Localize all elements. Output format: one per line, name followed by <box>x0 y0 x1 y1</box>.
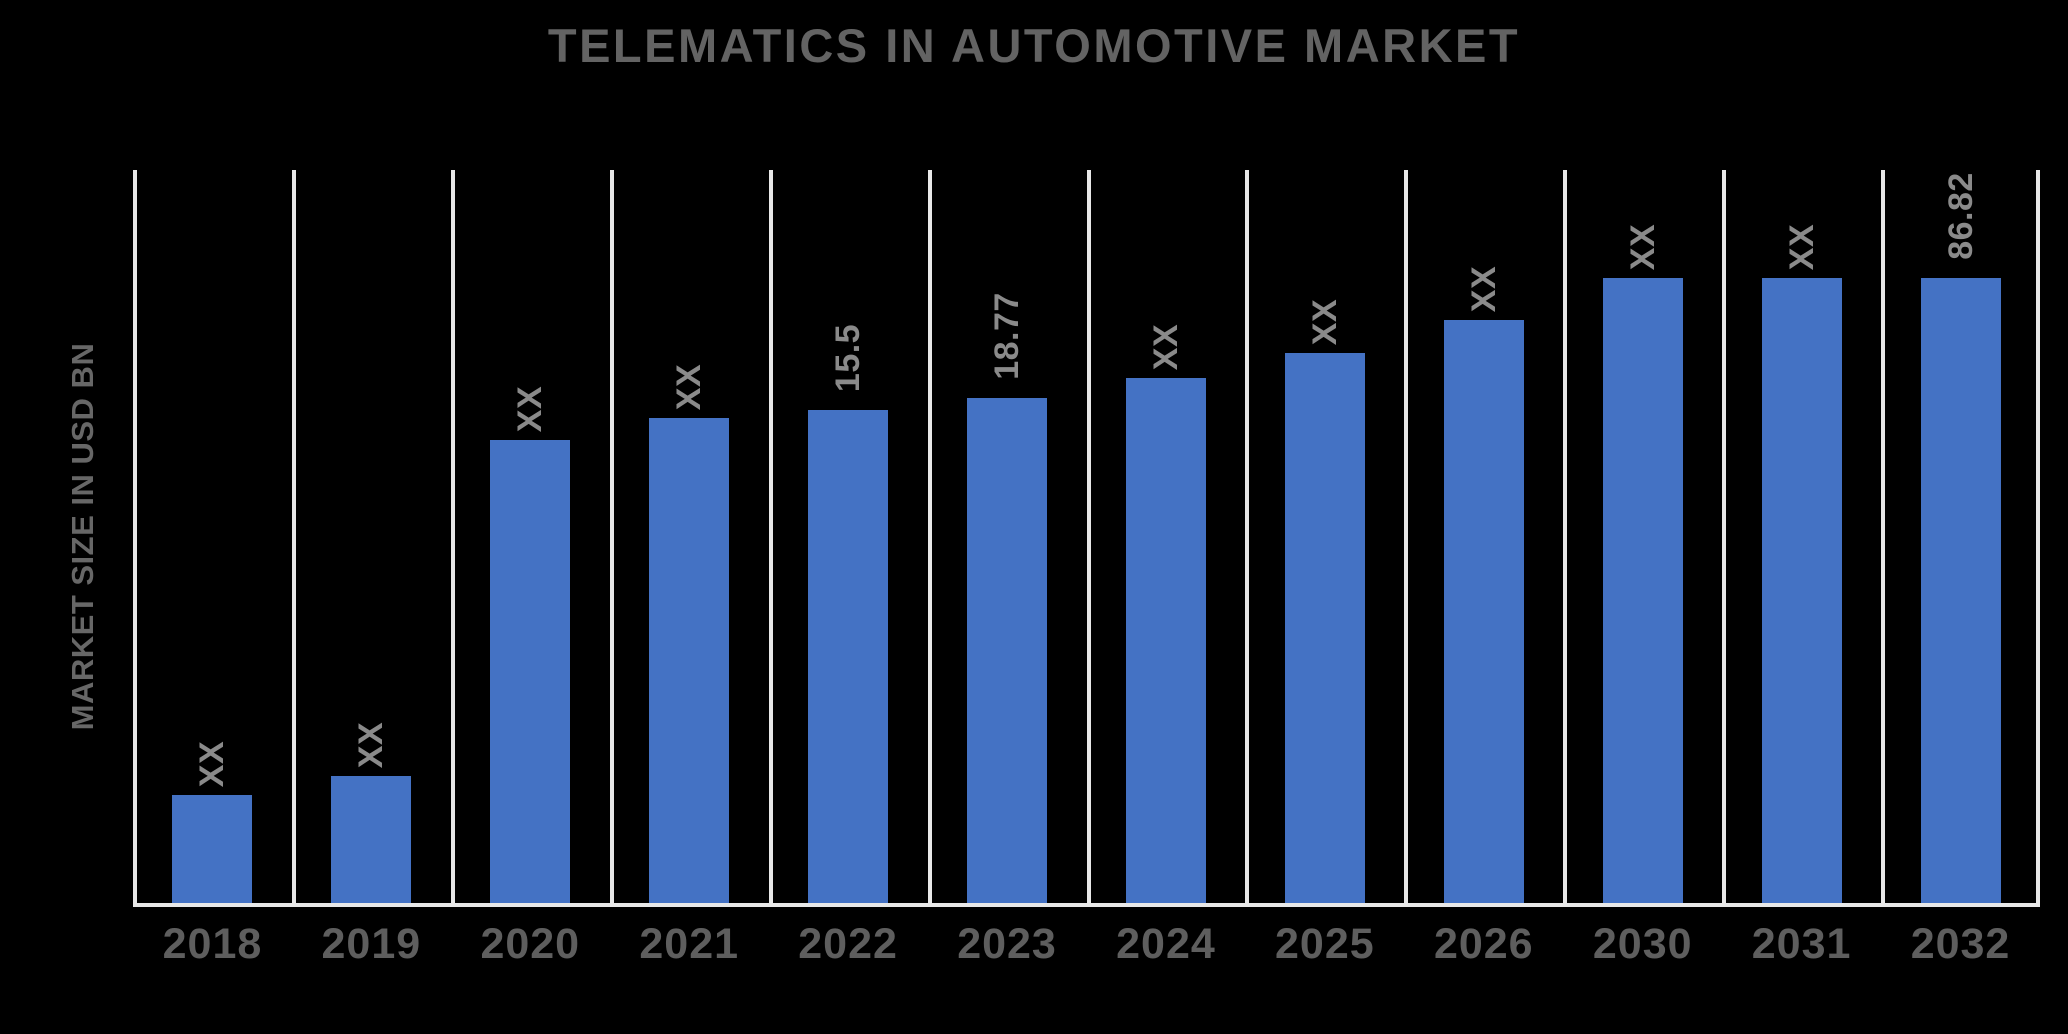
gridline <box>291 170 296 903</box>
gridline <box>1404 170 1409 903</box>
bar[interactable] <box>1920 278 2001 903</box>
x-axis-tick-2020: 2020 <box>480 920 581 968</box>
bar-group: XX <box>1087 170 1246 903</box>
gridline <box>2036 170 2040 903</box>
bar-group: XX <box>610 170 769 903</box>
bar-group: XX <box>1245 170 1404 903</box>
gridline <box>1722 170 1727 903</box>
gridline <box>1881 170 1886 903</box>
bar-value-label: XX <box>1146 323 1185 371</box>
gridline <box>1563 170 1568 903</box>
chart-title: TELEMATICS IN AUTOMOTIVE MARKET <box>547 19 1521 72</box>
gridline <box>927 170 932 903</box>
bar[interactable] <box>490 440 571 903</box>
y-axis-label-text: MARKET SIZE IN USD BN <box>65 342 100 731</box>
x-axis-line <box>133 903 2040 907</box>
bar-group: XX <box>1563 170 1722 903</box>
bar[interactable] <box>172 795 253 903</box>
bar-group: XX <box>451 170 610 903</box>
bar[interactable] <box>1761 278 1842 903</box>
gridline <box>768 170 773 903</box>
bar-value-label: XX <box>193 740 232 788</box>
bar[interactable] <box>331 776 412 903</box>
bar-group: 86.82 <box>1881 170 2040 903</box>
bar-value-label: XX <box>1782 223 1821 271</box>
gridline <box>1245 170 1250 903</box>
x-axis-tick-2023: 2023 <box>957 920 1057 968</box>
bar-value-label: XX <box>1464 265 1503 313</box>
bar-value-label: 18.77 <box>988 291 1027 380</box>
x-axis-tick-2025: 2025 <box>1275 920 1375 968</box>
bar-value-label: XX <box>352 721 391 769</box>
plot-area: XX XX XX XX 15.5 18.77 XX XX XX XX XX 86.82 <box>133 170 2040 907</box>
x-axis-tick-2021: 2021 <box>639 920 740 968</box>
x-axis-tick-2031: 2031 <box>1751 920 1852 968</box>
gridline <box>609 170 614 903</box>
bar[interactable] <box>1443 320 1524 903</box>
x-axis-tick-2032: 2032 <box>1910 920 2011 968</box>
bar-value-label: 86.82 <box>1941 171 1980 260</box>
x-axis-tick-2030: 2030 <box>1592 920 1693 968</box>
x-axis-tick-2018: 2018 <box>162 920 263 968</box>
bar[interactable] <box>649 418 730 903</box>
bar-value-label: XX <box>511 385 550 433</box>
bar[interactable] <box>1284 353 1365 903</box>
x-axis-tick-labels: 2018 2019 2020 2021 2022 2023 2024 2025 2026 2030… <box>133 920 2040 1000</box>
bar[interactable] <box>1125 378 1206 903</box>
x-axis-tick-2022: 2022 <box>798 920 898 968</box>
bar-value-label: XX <box>670 363 709 411</box>
x-axis-tick-2019: 2019 <box>321 920 422 968</box>
bar-group: XX <box>292 170 451 903</box>
gridline <box>450 170 455 903</box>
bar[interactable] <box>967 398 1048 903</box>
bar[interactable] <box>808 410 889 903</box>
bar[interactable] <box>1602 278 1683 903</box>
bar-group: 15.5 <box>769 170 928 903</box>
bar-value-label: 15.5 <box>829 323 868 393</box>
x-axis-tick-2024: 2024 <box>1116 920 1216 968</box>
bar-group: XX <box>133 170 292 903</box>
bar-value-label: XX <box>1623 223 1662 271</box>
bar-group: XX <box>1722 170 1881 903</box>
y-axis-label: MARKET SIZE IN USD BN <box>60 170 106 903</box>
gridline <box>133 170 137 903</box>
bar-value-label: XX <box>1305 298 1344 346</box>
gridline <box>1086 170 1091 903</box>
x-axis-tick-2026: 2026 <box>1433 920 1534 968</box>
bar-group: XX <box>1404 170 1563 903</box>
bar-group: 18.77 <box>928 170 1087 903</box>
